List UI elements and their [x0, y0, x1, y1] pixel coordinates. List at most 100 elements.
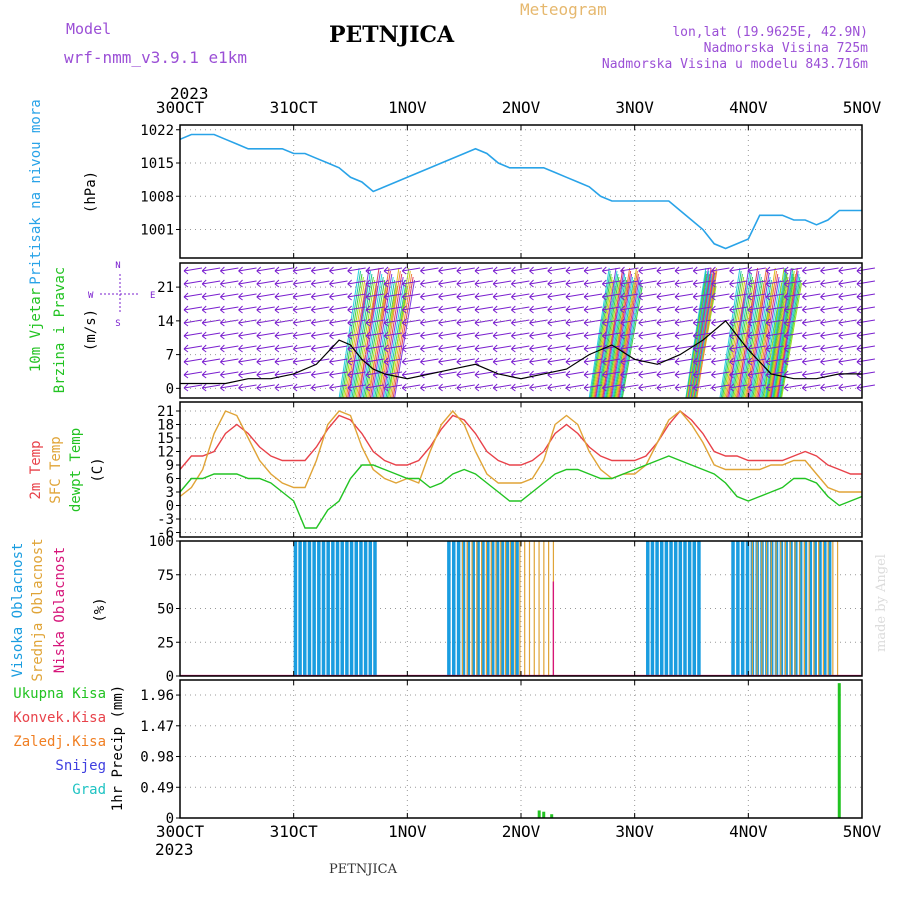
cloud-bar: [731, 541, 735, 676]
wind-arrow: [329, 305, 348, 314]
wind-streak: [766, 273, 788, 399]
wind-arrow: [820, 357, 839, 366]
cloud-bar: [349, 541, 354, 676]
wind-arrow: [765, 357, 785, 366]
wind-arrow: [420, 344, 439, 353]
wind-arrow: [401, 318, 421, 327]
wind-arrow: [456, 292, 475, 301]
wind-arrow: [729, 279, 748, 288]
y-tick-label: 15: [157, 431, 174, 447]
wind-arrow: [365, 344, 384, 353]
wind-streak: [758, 276, 780, 399]
wind-arrow: [583, 357, 603, 366]
wind-arrow: [383, 305, 403, 314]
time-label-top: 30OCT: [156, 98, 205, 117]
wind-arrow: [438, 305, 457, 314]
wind-arrow: [438, 344, 457, 353]
wind-arrow: [438, 279, 457, 288]
wind-arrow: [801, 266, 821, 275]
wind-arrow: [401, 383, 421, 392]
wind-arrow: [601, 318, 621, 327]
wind-arrow: [511, 383, 530, 392]
wind-arrow: [692, 279, 712, 288]
wind-arrow: [456, 279, 475, 288]
time-label-bottom: 5NOV: [843, 822, 882, 841]
wind-arrow: [711, 370, 730, 379]
wind-streak: [372, 276, 394, 399]
cloud-bar: [331, 541, 335, 676]
wind-streak: [368, 267, 390, 399]
wind-arrow: [820, 318, 839, 327]
cloud-bar: [293, 541, 298, 676]
wind-arrow: [583, 318, 603, 327]
wind-arrow: [838, 292, 857, 301]
wind-streak: [730, 273, 752, 399]
model-name: wrf-nmm_v3.9.1 e1km: [64, 48, 248, 67]
wind-arrow: [674, 266, 694, 275]
wind-arrow: [310, 266, 330, 275]
wind-streak: [771, 270, 793, 399]
wind-arrow: [674, 305, 694, 314]
wind-arrow: [401, 370, 421, 379]
wind-arrow: [383, 318, 403, 327]
wind-arrow: [183, 318, 203, 327]
lonlat-label: lon,lat (19.9625E, 42.9N): [672, 25, 868, 40]
wind-streak: [777, 270, 799, 399]
cloud-bar: [515, 541, 519, 676]
wind-arrow: [256, 292, 275, 301]
year-label-top: 2023: [170, 84, 209, 103]
wind-arrow: [438, 331, 457, 340]
wind-arrow: [492, 383, 512, 392]
wind-arrow: [529, 305, 548, 314]
wind-streak: [348, 267, 370, 399]
wind-arrow: [529, 266, 548, 275]
wind-streak: [388, 267, 410, 399]
cloud-bar: [307, 541, 312, 676]
compass-n: N: [115, 261, 120, 271]
cloud-bar: [818, 541, 822, 676]
wind-arrow: [747, 357, 766, 366]
time-label-bottom: 4NOV: [729, 822, 768, 841]
precip-bar: [837, 683, 841, 818]
wind-arrow: [456, 344, 475, 353]
wind-arrow: [347, 331, 366, 340]
wind-arrow: [274, 344, 294, 353]
wind-arrow: [547, 383, 566, 392]
wind-streak: [392, 276, 414, 399]
cloud-bar: [340, 541, 344, 676]
wind-arrow: [711, 357, 730, 366]
wind-streak: [613, 279, 635, 399]
wind-arrow: [692, 344, 712, 353]
wind-streak: [369, 270, 391, 399]
wind-streak: [734, 282, 756, 399]
wind-arrow: [856, 305, 875, 314]
temp-axis-unit: (C): [90, 457, 106, 482]
wind-arrow: [292, 305, 312, 314]
wind-arrow: [383, 266, 403, 275]
cloud-bar: [461, 541, 466, 676]
precip-legend-item: Grad: [72, 782, 106, 798]
wind-arrow: [747, 292, 766, 301]
wind-streak: [619, 279, 641, 399]
wind-arrow: [620, 292, 639, 301]
wind-arrow: [820, 266, 839, 275]
cloud-bar: [697, 541, 701, 676]
wind-arrow: [620, 344, 639, 353]
cloud-bar: [740, 541, 745, 676]
wind-arrow: [729, 318, 748, 327]
wind-streak: [342, 276, 364, 399]
wind-arrow: [310, 279, 330, 288]
wind-streak: [364, 279, 386, 399]
wind-arrow: [801, 383, 821, 392]
time-label-top: 2NOV: [502, 98, 541, 117]
pressure-line: [179, 133, 862, 250]
wind-arrow: [383, 279, 403, 288]
wind-arrow: [801, 344, 821, 353]
wind-streak: [599, 279, 621, 399]
wind-arrow: [638, 344, 657, 353]
wind-arrow: [474, 383, 494, 392]
wind-arrow: [656, 318, 675, 327]
wind-arrow: [783, 383, 803, 392]
cloud-bar: [373, 541, 377, 676]
y-tick-label: 0.98: [140, 750, 174, 766]
